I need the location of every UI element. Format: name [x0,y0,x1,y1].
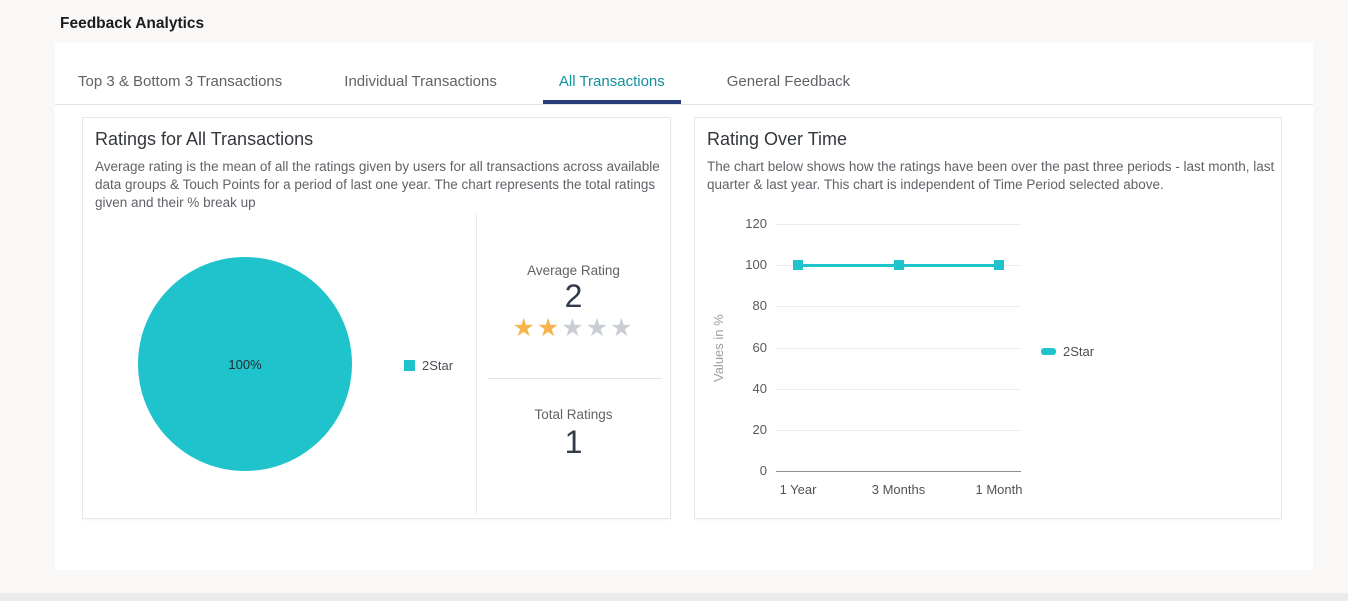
y-tick-label: 0 [759,463,767,478]
page-title: Feedback Analytics [60,15,205,32]
tab-all-transactions[interactable]: All Transactions [543,43,681,104]
tab-top-3-bottom-3-transactions[interactable]: Top 3 & Bottom 3 Transactions [78,73,283,90]
total-ratings-value: 1 [564,424,583,460]
horizontal-divider [488,378,662,379]
star-filled-icon: ★ [512,314,537,342]
y-tick-label: 100 [745,257,767,272]
data-point-marker[interactable] [893,260,904,271]
gridline [776,348,1021,349]
y-tick-label: 120 [745,216,767,231]
average-rating-label: Average Rating [527,263,620,278]
x-tick-label: 1 Month [975,482,1023,497]
data-point-marker[interactable] [994,260,1004,271]
x-tick-label: 1 Year [779,482,817,497]
tab-bar: Top 3 & Bottom 3 Transactions Individual … [55,43,1313,105]
cards-row: Ratings for All Transactions Average rat… [55,105,1313,570]
bottom-bar [0,593,1348,601]
x-axis-line [776,471,1021,472]
rating-over-time-title: Rating Over Time [707,129,848,149]
average-rating-value: 2 [564,278,583,314]
y-tick-label: 80 [752,298,767,313]
vertical-divider [476,213,477,514]
y-tick-label: 20 [752,422,767,437]
rating-over-time-card: Rating Over Time The chart below shows h… [694,117,1282,519]
data-point-marker[interactable] [793,260,803,271]
rating-stats: Average Rating 2 ★★★★★ Total Ratings 1 [477,118,670,518]
gridline [776,430,1021,431]
pie-chart[interactable]: 100% [138,257,352,471]
pie-slice-label: 100% [228,356,262,372]
main-panel: Top 3 & Bottom 3 Transactions Individual … [55,43,1313,570]
line-chart-legend[interactable]: 2Star [1041,344,1094,359]
total-ratings-label: Total Ratings [534,407,613,422]
star-empty-icon: ★ [585,314,611,342]
line-chart[interactable]: Values in % 2Star 0 20 40 60 80 100 120 1 Year 3… [695,118,1281,518]
line-legend-label: 2Star [1063,344,1095,359]
y-tick-label: 60 [752,340,767,355]
x-tick-label: 3 Months [871,482,926,497]
pie-legend[interactable]: 2Star [404,358,453,373]
star-filled-icon: ★ [536,314,562,342]
gridline [776,306,1021,307]
y-tick-label: 40 [752,381,767,396]
rating-over-time-description: The chart below shows how the ratings ha… [707,159,1275,192]
pie-legend-label: 2Star [422,358,454,373]
tab-general-feedback[interactable]: General Feedback [726,73,851,90]
star-rating: ★★★★★ [477,314,670,342]
ratings-card: Ratings for All Transactions Average rat… [82,117,671,519]
gridline [776,224,1021,225]
line-legend-marker [1041,348,1056,355]
tab-individual-transactions[interactable]: Individual Transactions [344,73,497,90]
star-empty-icon: ★ [610,314,635,342]
star-empty-icon: ★ [561,314,586,342]
gridline [776,389,1021,390]
ratings-card-description: Average rating is the mean of all the ra… [95,159,660,210]
pie-legend-swatch [404,360,415,371]
ratings-card-title: Ratings for All Transactions [95,129,314,149]
